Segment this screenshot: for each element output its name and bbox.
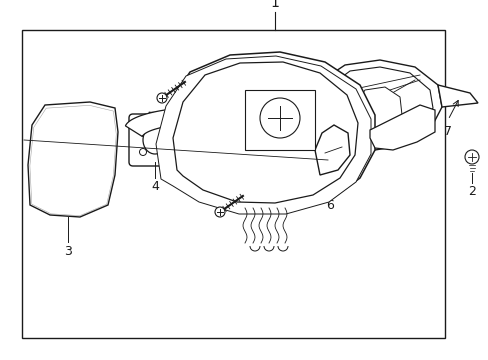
Polygon shape xyxy=(329,60,441,150)
Polygon shape xyxy=(160,52,374,210)
Polygon shape xyxy=(335,67,432,141)
Bar xyxy=(22,30,444,338)
Text: 5: 5 xyxy=(200,75,207,88)
Polygon shape xyxy=(437,85,477,107)
Bar xyxy=(244,90,314,150)
Polygon shape xyxy=(354,87,401,129)
Polygon shape xyxy=(125,107,293,136)
Text: 6: 6 xyxy=(325,199,333,212)
Text: 7: 7 xyxy=(443,125,451,138)
Circle shape xyxy=(260,98,299,138)
Text: 2: 2 xyxy=(467,185,475,198)
Text: 3: 3 xyxy=(64,245,72,258)
Circle shape xyxy=(215,207,224,217)
Polygon shape xyxy=(314,125,349,175)
Text: 1: 1 xyxy=(270,0,279,10)
Polygon shape xyxy=(156,56,370,214)
Circle shape xyxy=(157,93,167,103)
Polygon shape xyxy=(173,62,357,203)
Polygon shape xyxy=(369,105,434,150)
Text: 4: 4 xyxy=(151,180,159,193)
